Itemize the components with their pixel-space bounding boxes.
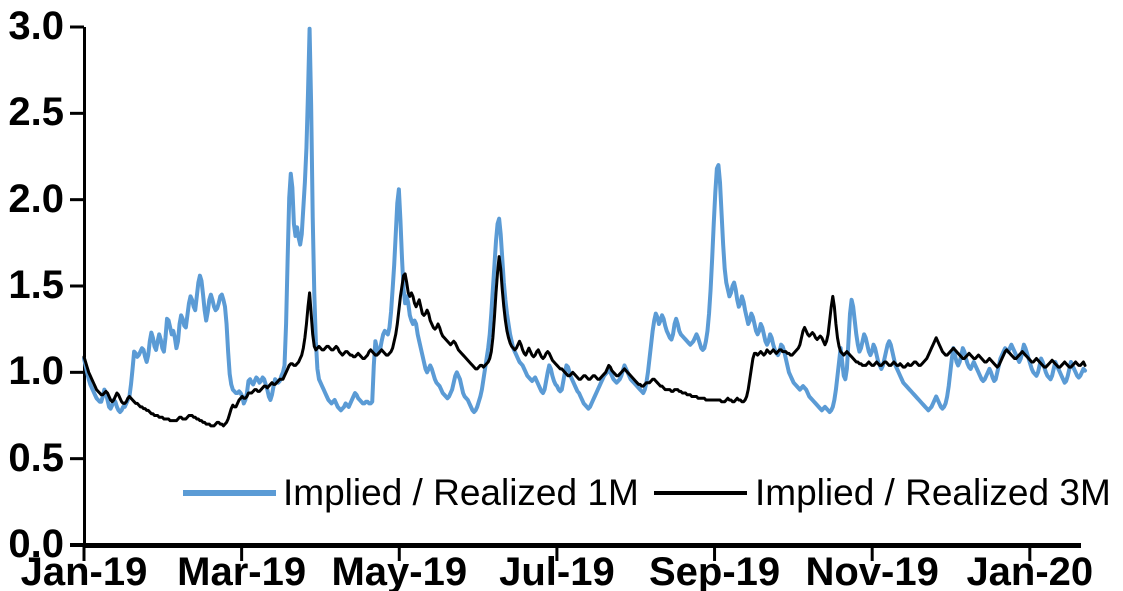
legend-label-3m: Implied / Realized 3M [755,472,1111,513]
y-axis-tick-label: 1.0 [8,349,64,394]
x-axis-ticks [82,545,1032,561]
x-axis-tick-label: Nov-19 [805,550,939,591]
y-axis-tick-label: 3.0 [8,4,64,48]
y-axis-tick-label: 0.0 [8,522,64,566]
x-axis-tick-label: Jan-20 [966,550,1094,591]
series-group [82,26,1087,428]
legend-label-1m: Implied / Realized 1M [283,472,639,513]
legend-swatch-3m [654,491,747,495]
x-axis-tick-label: Jul-19 [499,550,615,591]
y-axis-tick-label: 2.5 [8,90,64,135]
series-line-implied-realized-3m [82,255,1087,428]
axis-group [70,25,1081,561]
x-axis-tick-label: Jan-19 [20,550,148,591]
x-axis-tick-label: Mar-19 [177,550,307,591]
y-axis-ticks [70,25,84,547]
y-axis-tick-label: 1.5 [8,263,64,307]
x-axis-tick-label: Sep-19 [648,550,781,591]
series-line-implied-realized-1m [82,26,1087,415]
y-axis-tick-label: 2.0 [8,176,64,221]
legend-swatch-1m [183,490,276,496]
x-axis-tick-label: May-19 [331,550,468,591]
y-axis-tick-label: 0.5 [8,435,64,480]
